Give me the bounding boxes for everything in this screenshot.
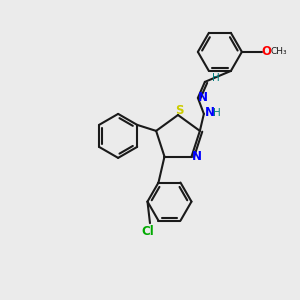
Text: N: N (198, 92, 208, 104)
Text: S: S (175, 103, 183, 116)
Text: Cl: Cl (142, 225, 154, 238)
Text: N: N (191, 150, 202, 163)
Text: O: O (262, 45, 272, 58)
Text: H: H (212, 73, 220, 83)
Text: CH₃: CH₃ (271, 47, 287, 56)
Text: N: N (205, 106, 215, 119)
Text: H: H (213, 108, 221, 118)
